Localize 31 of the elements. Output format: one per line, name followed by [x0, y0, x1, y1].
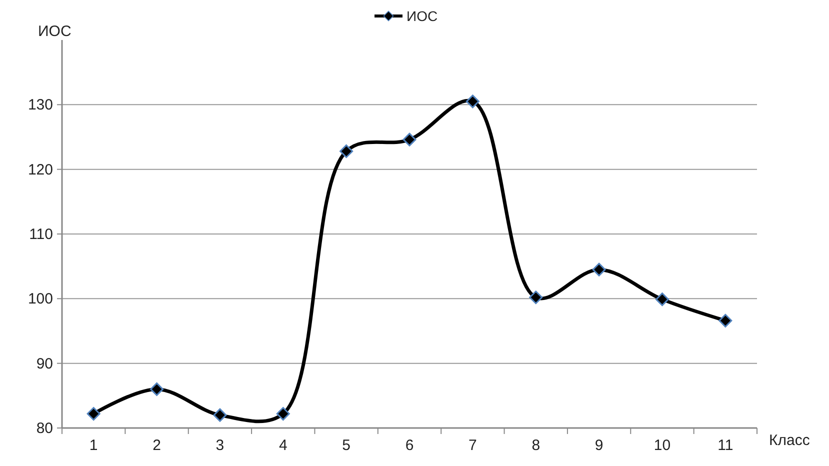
x-tick-label: 7 — [468, 437, 477, 454]
legend-label: ИОС — [406, 8, 438, 24]
x-axis-title: Класс — [769, 432, 810, 449]
point — [276, 407, 290, 421]
y-tick-label: 80 — [36, 420, 53, 437]
point — [402, 132, 416, 146]
x-tick-label: 5 — [342, 437, 350, 454]
point — [150, 382, 164, 396]
x-tick-label: 2 — [152, 437, 161, 454]
x-tick-label: 4 — [278, 437, 288, 454]
y-tick-label: 100 — [28, 290, 53, 308]
point — [213, 408, 227, 422]
point — [340, 144, 354, 158]
point — [86, 407, 100, 421]
y-axis-title: ИОС — [38, 23, 72, 40]
x-tick-label: 8 — [532, 437, 540, 454]
x-tick-label: 10 — [654, 437, 671, 454]
y-tick-label: 120 — [28, 161, 53, 178]
point — [466, 94, 480, 108]
point — [718, 314, 732, 328]
point — [655, 292, 669, 306]
x-tick-label: 1 — [89, 437, 98, 454]
point — [529, 290, 543, 304]
point — [592, 262, 606, 276]
x-tick-label: 9 — [594, 437, 604, 454]
x-tick-label: 6 — [405, 437, 414, 454]
y-tick-label: 90 — [36, 355, 53, 372]
y-tick-label: 110 — [29, 226, 53, 243]
x-tick-label: 11 — [718, 437, 734, 454]
x-tick-label: 3 — [216, 437, 224, 454]
y-tick-label: 130 — [28, 96, 53, 114]
